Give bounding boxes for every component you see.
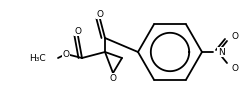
Text: N: N [218,48,224,57]
Text: O: O [97,9,103,18]
Text: O: O [62,50,69,59]
Text: O: O [109,73,117,82]
Text: H₃C: H₃C [29,53,46,62]
Text: O: O [75,27,82,36]
Text: O: O [231,31,239,40]
Text: O: O [231,63,239,72]
